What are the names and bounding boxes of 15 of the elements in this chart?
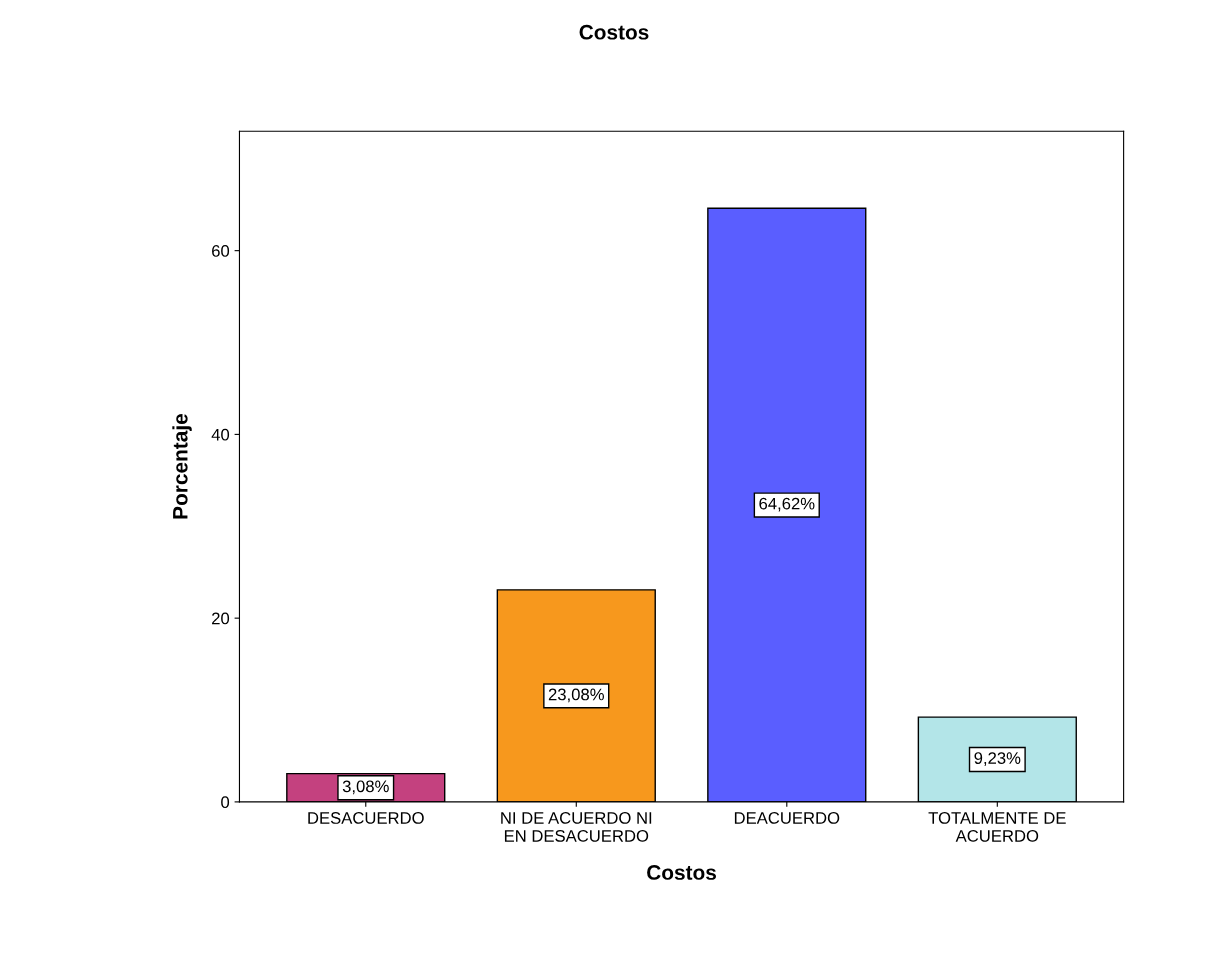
data-label: 3,08% — [342, 780, 389, 795]
x-tick-label: DEACUERDO — [734, 812, 840, 824]
x-tick-label: NI DE ACUERDO NI EN DESACUERDO — [501, 812, 652, 842]
y-axis-title: Porcentaje — [172, 414, 192, 519]
y-tick-label: 20 — [212, 612, 230, 625]
x-axis-title: Costos — [647, 865, 716, 880]
y-tick-label: 60 — [212, 245, 230, 257]
x-tick-label: DESACUERDO — [308, 812, 424, 824]
x-tick-label: TOTALMENTE DE ACUERDO — [928, 812, 1066, 842]
y-tick-label: 0 — [221, 796, 230, 809]
chart-title: Costos — [579, 24, 649, 40]
y-tick-label: 40 — [211, 428, 230, 441]
data-label: 64,62% — [759, 497, 815, 512]
data-label: 9,23% — [974, 752, 1021, 766]
data-label: 23,08% — [548, 688, 604, 703]
